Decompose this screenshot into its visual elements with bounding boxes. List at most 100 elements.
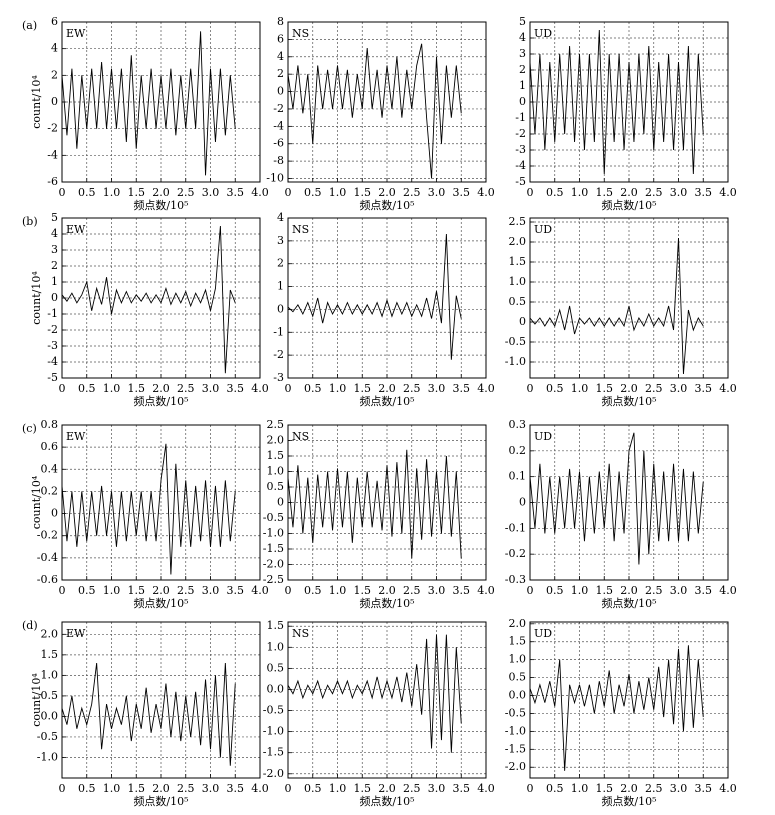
y-tick-label: 2.0 [41, 627, 59, 640]
x-tick-label: 3.5 [695, 186, 713, 199]
x-tick-label: 3.5 [695, 584, 713, 597]
y-tick-label: -3 [515, 143, 526, 156]
x-tick-label: 0 [285, 584, 292, 597]
x-tick-label: 1.0 [103, 584, 121, 597]
plot-frame [287, 424, 487, 581]
y-tick-label: -0.5 [505, 335, 526, 348]
y-tick-label: 1.5 [267, 449, 285, 462]
waveform [61, 31, 236, 176]
y-tick-label: 2.5 [509, 215, 527, 228]
y-tick-label: -1.0 [37, 750, 58, 763]
y-tick-label: -1.0 [505, 355, 526, 368]
y-tick-label: 0.0 [41, 709, 59, 722]
y-tick-label: -0.5 [505, 706, 526, 719]
x-tick-label: 3.0 [670, 584, 688, 597]
x-axis-title: 频点数/10⁵ [601, 596, 656, 610]
y-tick-label: 0.1 [509, 470, 527, 483]
x-tick-label: 4.0 [477, 782, 495, 795]
x-axis-title: 频点数/10⁵ [133, 794, 188, 808]
y-tick-label: -1 [47, 307, 58, 320]
x-axis-title: 频点数/10⁵ [359, 794, 414, 808]
component-label: UD [534, 430, 552, 443]
x-tick-label: 2.5 [645, 186, 663, 199]
x-tick-label: 2.5 [645, 584, 663, 597]
x-tick-label: 3.5 [695, 382, 713, 395]
y-tick-label: 1.0 [509, 653, 527, 666]
x-tick-label: 2.5 [177, 382, 195, 395]
component-label: UD [534, 627, 552, 640]
y-tick-label: 3 [51, 243, 58, 256]
x-tick-label: 1.0 [103, 782, 121, 795]
waveform [61, 225, 236, 374]
x-tick-label: 1.5 [354, 584, 372, 597]
y-tick-label: 0 [519, 496, 526, 509]
y-tick-label: -2 [273, 102, 284, 115]
x-tick-label: 4.0 [477, 186, 495, 199]
plot-frame [287, 21, 487, 183]
x-tick-label: 1.0 [329, 382, 347, 395]
y-tick-label: 4 [51, 227, 58, 240]
y-tick-label: 1.5 [509, 635, 527, 648]
y-tick-label: 0.3 [509, 418, 527, 431]
component-label: EW [66, 223, 86, 236]
x-tick-label: 3.5 [227, 186, 245, 199]
y-tick-label: 5 [51, 211, 58, 224]
x-tick-label: 1.5 [596, 584, 614, 597]
y-axis-title: count/10⁴ [30, 271, 43, 325]
x-tick-label: 4.0 [251, 382, 269, 395]
y-tick-label: 0 [51, 95, 58, 108]
x-tick-label: 3.5 [227, 584, 245, 597]
plot-frame [529, 21, 729, 183]
y-tick-label: 2 [519, 63, 526, 76]
y-tick-label: 0 [277, 302, 284, 315]
component-label: EW [66, 430, 86, 443]
y-tick-label: -1.5 [263, 746, 284, 759]
x-tick-label: 2.0 [620, 186, 638, 199]
x-tick-label: 4.0 [251, 186, 269, 199]
x-tick-label: 2.0 [152, 382, 170, 395]
x-tick-label: 0 [527, 382, 534, 395]
y-tick-label: -4 [515, 159, 526, 172]
x-tick-label: 2.0 [378, 186, 396, 199]
y-tick-label: 0.2 [41, 484, 59, 497]
y-tick-label: 2.0 [267, 434, 285, 447]
panel-label: (b) [22, 215, 38, 228]
waveform [287, 233, 462, 360]
x-tick-label: 1.5 [596, 186, 614, 199]
y-tick-label: -2 [273, 348, 284, 361]
x-tick-label: 2.5 [645, 782, 663, 795]
x-tick-label: 4.0 [477, 584, 495, 597]
x-tick-label: 2.5 [403, 382, 421, 395]
y-tick-label: 1.5 [267, 619, 285, 632]
y-tick-label: -5 [515, 175, 526, 188]
y-tick-label: 0.8 [41, 418, 59, 431]
x-tick-label: 2.0 [378, 584, 396, 597]
y-tick-label: 1.5 [41, 648, 59, 661]
y-tick-label: -8 [273, 154, 284, 167]
x-tick-label: 0.5 [304, 382, 322, 395]
y-tick-label: 0.5 [509, 295, 527, 308]
plot-frame [61, 217, 261, 379]
x-tick-label: 2.0 [620, 584, 638, 597]
y-tick-label: 1.0 [41, 668, 59, 681]
waveform [61, 662, 236, 766]
x-axis-title: 频点数/10⁵ [133, 198, 188, 212]
y-tick-label: -0.5 [37, 730, 58, 743]
x-tick-label: 1.0 [103, 382, 121, 395]
y-tick-label: -2 [515, 127, 526, 140]
waveform [529, 645, 704, 771]
y-tick-label: 2.0 [509, 617, 527, 630]
plot-frame [529, 424, 729, 581]
y-tick-label: 6 [51, 15, 58, 28]
y-tick-label: 1 [519, 79, 526, 92]
x-tick-label: 3.0 [202, 186, 220, 199]
y-tick-label: -1.5 [505, 742, 526, 755]
x-tick-label: 0.5 [546, 782, 564, 795]
x-tick-label: 0 [527, 782, 534, 795]
x-tick-label: 0 [285, 382, 292, 395]
y-tick-label: -5 [47, 371, 58, 384]
y-tick-label: -2.5 [263, 573, 284, 586]
y-tick-label: 2 [277, 67, 284, 80]
x-tick-label: 1.5 [354, 382, 372, 395]
x-tick-label: 1.5 [128, 186, 146, 199]
